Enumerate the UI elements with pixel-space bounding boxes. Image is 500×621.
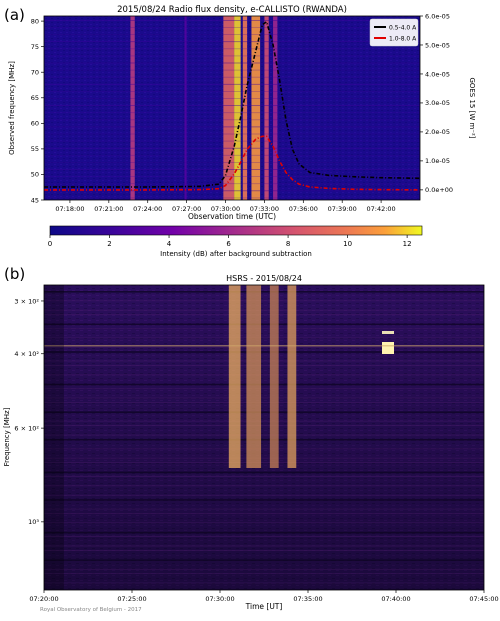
y-tick-label-b-2: 6 × 10² [14, 424, 39, 432]
y-tick-label-a-0: 45 [31, 196, 39, 204]
emission-band-a-7 [273, 16, 278, 200]
x-tick-label-a-0: 07:18:00 [55, 205, 84, 213]
emission-band-a-0 [130, 16, 135, 200]
colorbar-tick-label-0: 0 [48, 240, 52, 248]
y2-tick-label-a-5: 5.0e-05 [425, 41, 450, 49]
y-tick-label-a-4: 65 [31, 94, 39, 102]
y-tick-label-b-1: 4 × 10² [14, 350, 39, 358]
colorbar: 0 2 4 6 8 10 12 Intensity (dB) after backgroun… [48, 225, 423, 258]
x-axis-b: 07:20:00 07:25:00 07:30:00 07:35:00 07:40:00… [29, 590, 499, 603]
colorbar-tick-label-2: 4 [167, 240, 172, 248]
y-tick-label-a-2: 55 [31, 145, 39, 153]
y2-tick-label-a-3: 3.0e-05 [425, 99, 450, 107]
y-tick-label-a-1: 50 [31, 171, 39, 179]
y-tick-label-b-3: 10³ [28, 518, 39, 526]
colorbar-tick-label-6: 12 [403, 240, 412, 248]
y2-tick-label-a-2: 2.0e-05 [425, 128, 450, 136]
x-tick-label-b-4: 07:40:00 [381, 595, 410, 603]
chart-title-b: HSRS - 2015/08/24 [226, 274, 302, 283]
x-axis-label-a: Observation time (UTC) [188, 212, 276, 221]
y2-tick-label-a-6: 6.0e-05 [425, 12, 450, 20]
x-tick-label-a-5: 07:33:00 [250, 205, 279, 213]
panel-label-b: (b) [4, 265, 25, 283]
emission-band-b-1 [246, 285, 262, 468]
legend-label-0: 0.5-4.0 A [389, 25, 417, 32]
emission-band-a-5 [251, 16, 261, 200]
y-axis-label-a: Observed frequency [MHz] [8, 61, 16, 155]
x-tick-label-a-7: 07:39:00 [328, 205, 357, 213]
y2-axis-label-a: GOES 15 [W m⁻²] [468, 77, 476, 138]
y-tick-label-b-0: 3 × 10² [14, 297, 39, 305]
y2-tick-label-a-1: 1.0e-05 [425, 157, 450, 165]
y2-tick-label-a-4: 4.0e-05 [425, 70, 450, 78]
chart-title-a: 2015/08/24 Radio flux density, e-CALLIST… [117, 5, 347, 15]
spectrogram-b [43, 284, 485, 591]
x-tick-label-a-6: 07:36:00 [289, 205, 318, 213]
colorbar-tick-label-5: 10 [343, 240, 352, 248]
emission-band-b-0 [228, 285, 241, 468]
x-axis-a: 07:18:00 07:21:00 07:24:00 07:27:00 07:30:00… [55, 200, 396, 213]
colorbar-label: Intensity (dB) after background subtract… [160, 250, 312, 258]
legend-label-1: 1.0-8.0 A [389, 36, 417, 43]
colorbar-tick-label-3: 6 [226, 240, 231, 248]
x-tick-label-a-2: 07:24:00 [133, 205, 162, 213]
colorbar-tick-label-1: 2 [107, 240, 111, 248]
x-tick-label-b-0: 07:20:00 [29, 595, 58, 603]
y-tick-label-a-5: 70 [31, 69, 39, 77]
emission-band-b-2 [269, 285, 279, 468]
emission-band-b-3 [287, 285, 297, 468]
x-tick-label-a-4: 07:30:00 [211, 205, 240, 213]
x-tick-label-a-3: 07:27:00 [172, 205, 201, 213]
x-tick-label-b-2: 07:30:00 [205, 595, 234, 603]
x-tick-label-a-1: 07:21:00 [94, 205, 123, 213]
y-tick-label-a-6: 75 [31, 43, 39, 51]
credit-text: Royal Observatory of Belgium - 2017 [40, 607, 142, 613]
y2-tick-label-a-0: 0.0e+00 [425, 186, 453, 194]
x-axis-label-b: Time [UT] [245, 602, 283, 611]
y-axis-label-b: Frequency [MHz] [3, 407, 11, 466]
x-tick-label-b-3: 07:35:00 [293, 595, 322, 603]
y-axis-a: 45 50 55 60 65 70 75 80 [31, 17, 44, 204]
legend-a: 0.5-4.0 A 1.0-8.0 A [369, 18, 419, 47]
x-tick-label-b-5: 07:45:00 [469, 595, 498, 603]
y-tick-label-a-7: 80 [31, 17, 39, 25]
y-tick-label-a-3: 60 [31, 120, 39, 128]
x-tick-label-b-1: 07:25:00 [117, 595, 146, 603]
emission-band-a-4 [242, 16, 248, 200]
colorbar-tick-label-4: 8 [286, 240, 290, 248]
y2-axis-a: 0.0e+00 1.0e-05 2.0e-05 3.0e-05 4.0e-05 5.0e-… [420, 12, 453, 194]
x-tick-label-a-8: 07:42:00 [367, 205, 396, 213]
emission-band-a-2 [223, 16, 235, 200]
emission-band-a-3 [234, 16, 241, 200]
spectrogram-a [43, 15, 421, 201]
emission-band-a-1 [184, 16, 187, 200]
series-line-0 [44, 20, 420, 188]
emission-band-a-6 [264, 16, 269, 200]
series-line-1 [44, 135, 420, 191]
y-axis-b: 3 × 10² 4 × 10² 6 × 10² 10³ [14, 297, 44, 526]
panel-label-a: (a) [4, 6, 25, 24]
